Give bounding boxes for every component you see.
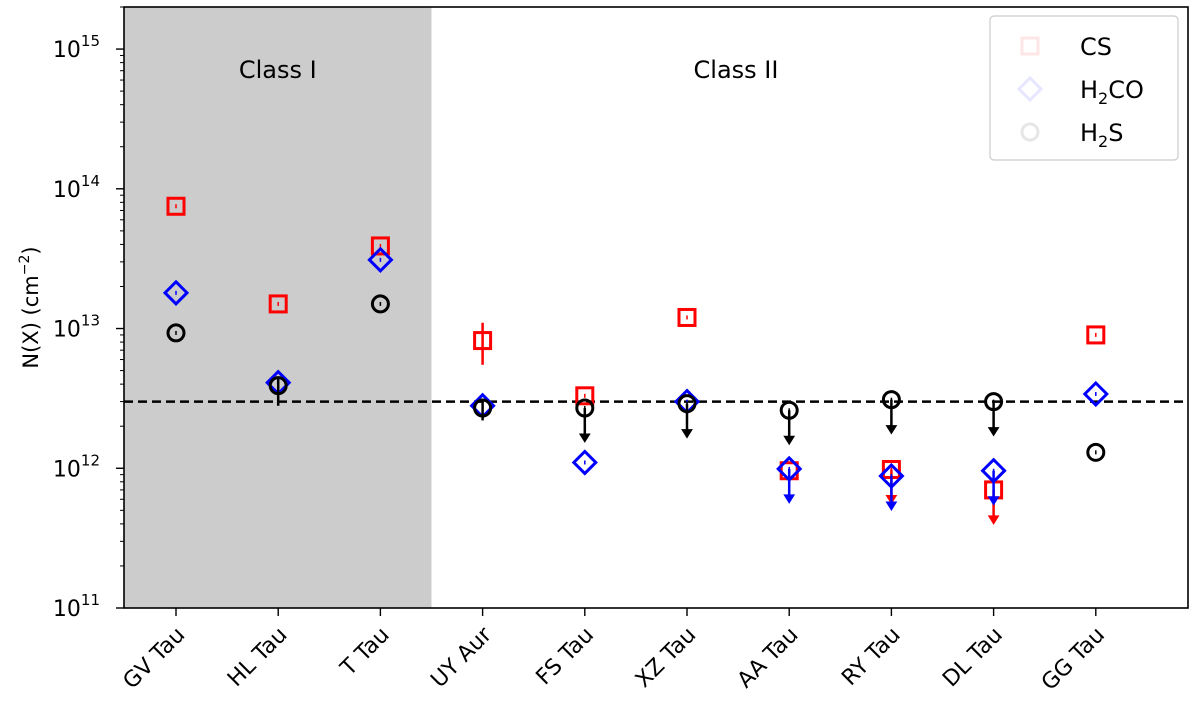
h2s-xz-tau-marker [677,394,697,414]
data-marks-layer [162,36,1109,525]
x-tick-label: RY Tau [837,623,905,691]
h2s-fs-tau-limit-arrow [578,433,591,443]
y-tick-label: 1013 [53,312,100,343]
x-tick-label: XZ Tau [631,623,701,693]
h2s-uy-aur-marker [473,398,493,418]
legend-label-cs: CS [1080,33,1112,61]
cs-dl-tau-limit-arrow [987,515,1000,525]
cs-xz-tau-marker [677,307,697,327]
h2s-ry-tau-marker [881,390,901,410]
h2s-gv-tau-marker [166,323,186,343]
y-tick-label: 1014 [53,172,100,203]
h2co-aa-tau-limit-arrow [783,494,796,504]
legend-label-h2s: H2S [1080,119,1123,151]
x-tick-label: AA Tau [733,623,804,694]
h2co-t-tau-marker [367,246,394,273]
h2co-dl-tau-limit-arrow [987,496,1000,506]
h2co-gv-tau-marker [162,279,190,306]
x-tick-label: T Tau [335,623,394,682]
h2s-xz-tau-limit-arrow [681,429,693,439]
legend-box [989,15,1179,161]
cs-uy-aur-marker [473,331,493,351]
class-i-label: Class I [239,56,317,84]
x-tick-label: GV Tau [119,623,191,695]
h2s-aa-tau-limit-arrow [783,435,796,446]
y-tick-label: 1012 [53,451,100,482]
h2s-fs-tau-marker [575,398,595,418]
h2s-ry-tau-limit-arrow [885,425,898,435]
h2co-dl-tau-marker [980,457,1007,484]
h2s-dl-tau-marker [984,392,1004,412]
cs-fs-tau-marker [575,386,595,406]
background-layer: Class I Class II [124,7,778,608]
h2s-t-tau-marker [370,294,390,314]
h2co-ry-tau-limit-arrow [885,501,898,511]
cs-gg-tau-marker [1086,325,1106,345]
h2s-dl-tau-limit-arrow [987,427,1000,437]
cs-t-tau-marker [370,236,390,256]
h2s-aa-tau-marker [779,400,799,420]
h2co-gg-tau-marker [1082,380,1109,408]
x-tick-label: DL Tau [938,623,1008,693]
h2s-gg-tau-marker [1086,442,1106,462]
x-tick-label: FS Tau [532,623,599,690]
h2co-aa-tau-marker [776,455,803,482]
x-tick-label: UY Aur [426,622,497,693]
h2s-hl-tau-marker [268,376,288,396]
y-axis-label: N(X) (cm−2) [17,246,43,368]
h2co-fs-tau-marker [571,449,598,476]
cs-hl-tau-marker [268,294,288,314]
class-i-shaded-region [124,7,432,608]
class-ii-label: Class II [694,56,779,84]
legend-label-h2co: H2CO [1080,76,1144,108]
x-tick-label: GG Tau [1037,623,1110,696]
cs-gv-tau-marker [166,196,186,216]
x-tick-label: HL Tau [223,623,292,692]
y-tick-label: 1015 [53,32,100,63]
y-tick-label: 1011 [53,591,100,622]
plot-frame [123,6,1189,609]
h2co-ry-tau-marker [878,462,905,490]
legend: CS H2CO H2S [989,15,1179,161]
